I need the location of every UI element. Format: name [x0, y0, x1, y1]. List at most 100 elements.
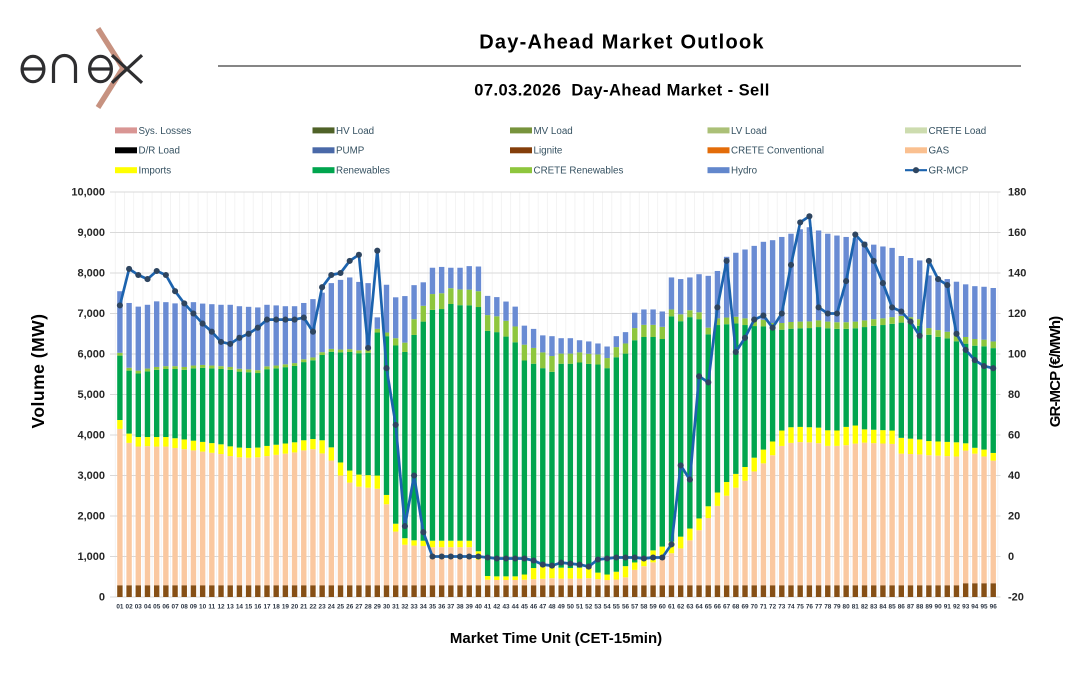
- svg-text:CRETE Load: CRETE Load: [929, 126, 987, 137]
- svg-text:94: 94: [971, 604, 979, 611]
- svg-text:26: 26: [346, 604, 354, 611]
- svg-text:03: 03: [135, 604, 143, 611]
- svg-text:37: 37: [447, 604, 455, 611]
- svg-text:65: 65: [705, 604, 713, 611]
- svg-text:Renewables: Renewables: [336, 166, 390, 177]
- svg-text:120: 120: [1008, 308, 1026, 320]
- svg-text:40: 40: [475, 604, 483, 611]
- svg-text:140: 140: [1008, 268, 1026, 280]
- svg-text:36: 36: [438, 604, 446, 611]
- svg-text:44: 44: [512, 604, 520, 611]
- svg-text:20: 20: [1008, 511, 1020, 523]
- svg-text:0: 0: [99, 592, 105, 604]
- svg-text:42: 42: [493, 604, 501, 611]
- svg-text:74: 74: [787, 604, 795, 611]
- svg-text:Lignite: Lignite: [534, 146, 563, 157]
- svg-text:64: 64: [696, 604, 704, 611]
- svg-text:PUMP: PUMP: [336, 146, 365, 157]
- svg-text:3,000: 3,000: [77, 470, 105, 482]
- svg-text:12: 12: [217, 604, 225, 611]
- svg-text:71: 71: [760, 604, 768, 611]
- svg-text:38: 38: [456, 604, 464, 611]
- svg-text:59: 59: [650, 604, 658, 611]
- svg-text:-20: -20: [1008, 592, 1024, 604]
- svg-text:51: 51: [576, 604, 584, 611]
- svg-text:72: 72: [769, 604, 777, 611]
- svg-text:43: 43: [502, 604, 510, 611]
- svg-text:Imports: Imports: [139, 166, 172, 177]
- svg-text:08: 08: [181, 604, 189, 611]
- svg-text:48: 48: [548, 604, 556, 611]
- svg-text:66: 66: [714, 604, 722, 611]
- svg-text:61: 61: [668, 604, 676, 611]
- svg-text:73: 73: [778, 604, 786, 611]
- svg-text:82: 82: [861, 604, 869, 611]
- svg-text:75: 75: [797, 604, 805, 611]
- svg-text:84: 84: [879, 604, 887, 611]
- svg-text:55: 55: [613, 604, 621, 611]
- svg-text:93: 93: [962, 604, 970, 611]
- svg-text:100: 100: [1008, 349, 1026, 361]
- svg-text:18: 18: [273, 604, 281, 611]
- svg-text:10,000: 10,000: [71, 187, 105, 199]
- svg-text:17: 17: [263, 604, 271, 611]
- svg-text:25: 25: [337, 604, 345, 611]
- svg-text:88: 88: [916, 604, 924, 611]
- svg-text:29: 29: [374, 604, 382, 611]
- svg-text:15: 15: [245, 604, 253, 611]
- svg-text:33: 33: [411, 604, 419, 611]
- svg-text:06: 06: [162, 604, 170, 611]
- svg-text:9,000: 9,000: [77, 227, 105, 239]
- svg-text:69: 69: [741, 604, 749, 611]
- svg-text:70: 70: [751, 604, 759, 611]
- svg-text:Sys. Losses: Sys. Losses: [139, 126, 192, 137]
- svg-text:24: 24: [328, 604, 336, 611]
- svg-text:GR-MCP (€/MWh): GR-MCP (€/MWh): [1047, 316, 1064, 427]
- svg-text:14: 14: [236, 604, 244, 611]
- svg-text:86: 86: [898, 604, 906, 611]
- svg-text:21: 21: [300, 604, 308, 611]
- svg-text:78: 78: [824, 604, 832, 611]
- svg-text:92: 92: [953, 604, 961, 611]
- svg-text:62: 62: [677, 604, 685, 611]
- svg-text:22: 22: [309, 604, 317, 611]
- svg-text:GR-MCP: GR-MCP: [929, 166, 969, 177]
- svg-text:68: 68: [732, 604, 740, 611]
- svg-text:39: 39: [466, 604, 474, 611]
- svg-text:54: 54: [604, 604, 612, 611]
- svg-text:4,000: 4,000: [77, 430, 105, 442]
- svg-text:Volume (MW): Volume (MW): [28, 313, 48, 428]
- svg-text:79: 79: [833, 604, 841, 611]
- svg-text:67: 67: [723, 604, 731, 611]
- svg-text:90: 90: [935, 604, 943, 611]
- svg-text:45: 45: [521, 604, 529, 611]
- svg-text:D/R Load: D/R Load: [139, 146, 180, 157]
- svg-text:Market Time Unit (CET-15min): Market Time Unit (CET-15min): [450, 630, 662, 647]
- svg-text:07: 07: [172, 604, 180, 611]
- svg-text:MV Load: MV Load: [534, 126, 573, 137]
- svg-text:30: 30: [383, 604, 391, 611]
- svg-text:2,000: 2,000: [77, 511, 105, 523]
- svg-text:40: 40: [1008, 470, 1020, 482]
- svg-text:95: 95: [980, 604, 988, 611]
- svg-text:LV Load: LV Load: [731, 126, 767, 137]
- svg-text:16: 16: [254, 604, 262, 611]
- svg-text:180: 180: [1008, 187, 1026, 199]
- svg-text:CRETE Conventional: CRETE Conventional: [731, 146, 824, 157]
- svg-text:63: 63: [686, 604, 694, 611]
- svg-text:87: 87: [907, 604, 915, 611]
- svg-text:60: 60: [659, 604, 667, 611]
- svg-text:31: 31: [392, 604, 400, 611]
- svg-text:10: 10: [199, 604, 207, 611]
- svg-text:56: 56: [622, 604, 630, 611]
- svg-text:47: 47: [539, 604, 547, 611]
- svg-text:GAS: GAS: [929, 146, 950, 157]
- svg-text:11: 11: [208, 604, 215, 611]
- svg-text:28: 28: [365, 604, 373, 611]
- svg-text:CRETE Renewables: CRETE Renewables: [534, 166, 624, 177]
- svg-text:85: 85: [889, 604, 897, 611]
- svg-text:13: 13: [227, 604, 235, 611]
- svg-text:81: 81: [852, 604, 860, 611]
- svg-text:HV Load: HV Load: [336, 126, 374, 137]
- svg-text:34: 34: [420, 604, 428, 611]
